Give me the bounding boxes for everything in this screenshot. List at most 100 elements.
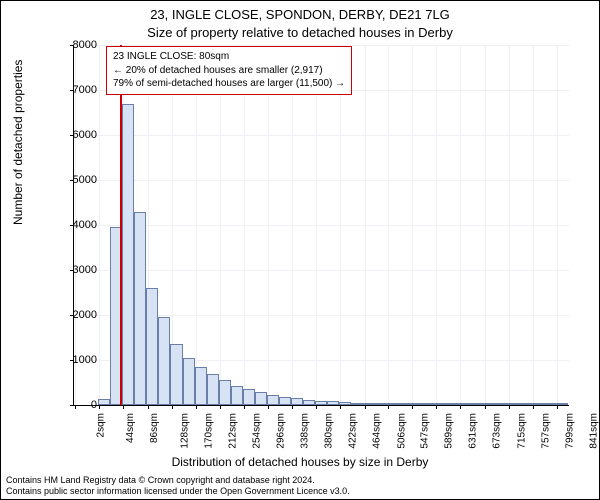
plot-area (73, 45, 569, 406)
xtick-mark (220, 405, 221, 409)
xtick-label: 673sqm (492, 413, 503, 449)
histogram-bar (375, 403, 387, 405)
gridline-v (244, 45, 245, 405)
xtick-label: 44sqm (125, 413, 136, 443)
xtick-label: 464sqm (372, 413, 383, 449)
histogram-bar (424, 403, 436, 405)
histogram-bar (556, 403, 568, 405)
gridline-v (460, 45, 461, 405)
xtick-mark (557, 405, 558, 409)
chart-title-line2: Size of property relative to detached ho… (1, 25, 599, 40)
gridline-v (485, 45, 486, 405)
xtick-mark (365, 405, 366, 409)
xtick-label: 254sqm (251, 413, 262, 449)
histogram-bar (291, 398, 303, 405)
xtick-label: 589sqm (444, 413, 455, 449)
histogram-bar (98, 399, 110, 405)
histogram-bar (219, 380, 231, 405)
xtick-mark (533, 405, 534, 409)
xtick-label: 128sqm (179, 413, 190, 449)
gridline-v (365, 45, 366, 405)
ytick-label: 1000 (57, 354, 97, 366)
ytick-label: 0 (57, 399, 97, 411)
histogram-bar (183, 358, 195, 405)
histogram-bar (544, 403, 556, 405)
gridline-v (220, 45, 221, 405)
histogram-bar (339, 402, 351, 405)
ytick-label: 5000 (57, 174, 97, 186)
gridline-v (196, 45, 197, 405)
xtick-mark (268, 405, 269, 409)
histogram-bar (400, 403, 412, 405)
xtick-mark (244, 405, 245, 409)
xtick-mark (99, 405, 100, 409)
xtick-label: 2sqm (96, 413, 107, 437)
histogram-bar (388, 403, 400, 405)
footer-attribution: Contains HM Land Registry data © Crown c… (6, 475, 594, 497)
annotation-line3: 79% of semi-detached houses are larger (… (113, 77, 345, 91)
gridline-v (436, 45, 437, 405)
xtick-label: 86sqm (149, 413, 160, 443)
gridline-v (412, 45, 413, 405)
xtick-mark (388, 405, 389, 409)
histogram-bar (279, 397, 291, 405)
gridline-v (268, 45, 269, 405)
xtick-mark (485, 405, 486, 409)
gridline-v (533, 45, 534, 405)
annotation-line1: 23 INGLE CLOSE: 80sqm (113, 50, 345, 64)
xtick-label: 631sqm (468, 413, 479, 449)
histogram-bar (412, 403, 424, 405)
xtick-mark (460, 405, 461, 409)
histogram-bar (231, 386, 243, 405)
xtick-label: 841sqm (589, 413, 600, 449)
histogram-bar (243, 389, 255, 405)
xtick-label: 296sqm (276, 413, 287, 449)
histogram-bar (351, 403, 363, 405)
histogram-bar (327, 401, 339, 405)
histogram-bar (170, 344, 182, 405)
xtick-label: 757sqm (540, 413, 551, 449)
ytick-label: 8000 (57, 39, 97, 51)
histogram-bar (484, 403, 496, 405)
chart-container: 23, INGLE CLOSE, SPONDON, DERBY, DE21 7L… (0, 0, 600, 500)
annotation-box: 23 INGLE CLOSE: 80sqm ← 20% of detached … (106, 46, 352, 95)
histogram-bar (122, 104, 134, 406)
xtick-mark (172, 405, 173, 409)
xtick-mark (196, 405, 197, 409)
histogram-bar (315, 401, 327, 406)
xtick-mark (292, 405, 293, 409)
gridline-v (292, 45, 293, 405)
histogram-bar (363, 403, 375, 405)
xtick-label: 338sqm (300, 413, 311, 449)
histogram-bar (532, 403, 544, 405)
histogram-bar (207, 374, 219, 406)
ytick-label: 4000 (57, 219, 97, 231)
histogram-bar (460, 403, 472, 405)
xtick-mark (123, 405, 124, 409)
xtick-mark (340, 405, 341, 409)
histogram-bar (472, 403, 484, 405)
xtick-mark (509, 405, 510, 409)
xtick-label: 422sqm (348, 413, 359, 449)
xtick-label: 506sqm (396, 413, 407, 449)
gridline-v (316, 45, 317, 405)
xtick-label: 715sqm (516, 413, 527, 449)
histogram-bar (508, 403, 520, 405)
x-axis-label: Distribution of detached houses by size … (1, 455, 599, 469)
histogram-bar (146, 288, 158, 405)
histogram-bar (267, 395, 279, 405)
histogram-bar (520, 403, 532, 405)
ytick-label: 7000 (57, 84, 97, 96)
gridline-v (557, 45, 558, 405)
xtick-label: 547sqm (420, 413, 431, 449)
xtick-mark (148, 405, 149, 409)
gridline-v (388, 45, 389, 405)
ytick-label: 6000 (57, 129, 97, 141)
histogram-bar (448, 403, 460, 405)
chart-title-line1: 23, INGLE CLOSE, SPONDON, DERBY, DE21 7L… (1, 7, 599, 22)
histogram-bar (134, 212, 146, 406)
property-marker-line (120, 45, 122, 405)
plot-region (73, 45, 568, 405)
xtick-mark (316, 405, 317, 409)
histogram-bar (158, 317, 170, 405)
